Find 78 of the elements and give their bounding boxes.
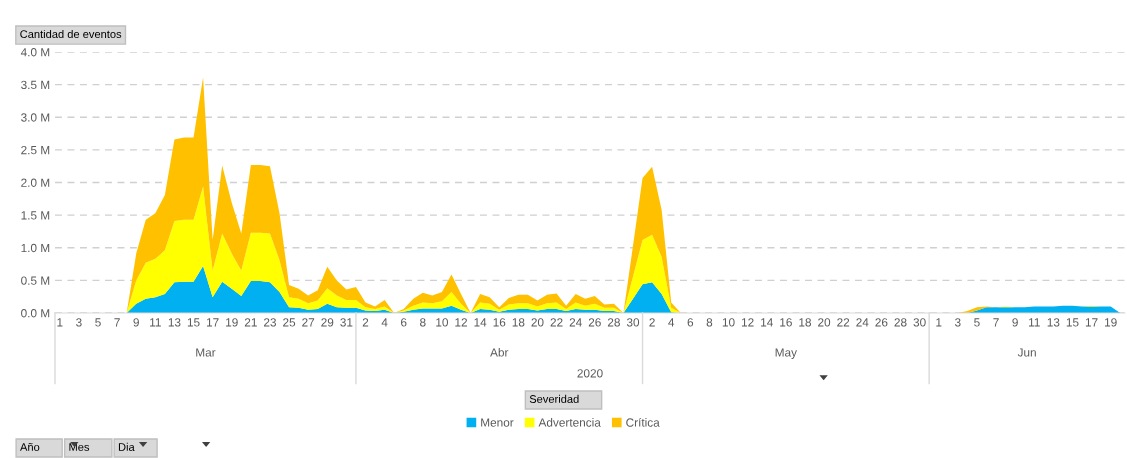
x-tick-label: 5 <box>95 318 101 327</box>
x-tick-label: 18 <box>512 318 525 327</box>
x-tick-label: 19 <box>226 318 238 327</box>
x-tick-label: 25 <box>283 318 296 327</box>
x-tick-label: 15 <box>1066 318 1079 327</box>
x-tick-label: 23 <box>263 318 276 327</box>
text: Año <box>20 442 40 451</box>
x-tick-label: 15 <box>187 318 200 327</box>
y-tick-label: 2.5 M <box>21 145 50 155</box>
x-tick-label: 19 <box>1105 318 1117 327</box>
x-tick-label: 18 <box>799 318 812 327</box>
x-tick-label: 2 <box>649 318 655 327</box>
legend-label: Menor <box>481 418 514 427</box>
x-tick-label: 7 <box>114 318 120 327</box>
x-tick-label: 9 <box>133 318 139 327</box>
y-tick-label: 1.5 M <box>21 211 50 220</box>
x-tick-label: 24 <box>856 318 869 327</box>
x-tick-label: 22 <box>550 318 563 327</box>
x-tick-label: 9 <box>1012 318 1018 327</box>
text: Mes <box>69 443 90 451</box>
y-tick-label: 4.0 M <box>20 48 50 57</box>
x-tick-label: 24 <box>569 318 582 327</box>
x-tick-label: 11 <box>150 318 161 327</box>
x-tick-label: 11 <box>1029 318 1040 327</box>
x-tick-label: 14 <box>474 318 487 327</box>
x-tick-label: 1 <box>936 318 942 327</box>
x-tick-label: 21 <box>244 318 257 327</box>
text: 2020 <box>577 369 603 378</box>
text: Mar <box>196 348 216 357</box>
text: Abr <box>490 347 509 357</box>
x-tick-label: 12 <box>455 318 467 327</box>
x-tick-label: 20 <box>818 318 831 327</box>
x-tick-label: 26 <box>875 318 888 327</box>
y-tick-label: 1.0 M <box>21 243 50 253</box>
x-tick-label: 22 <box>837 318 850 327</box>
y-axis-title: Cantidad de eventos <box>20 29 122 39</box>
x-tick-label: 26 <box>588 318 601 327</box>
x-tick-label: 17 <box>206 318 219 327</box>
x-tick-label: 16 <box>493 318 506 327</box>
x-tick-label: 4 <box>381 318 388 327</box>
x-tick-label: 10 <box>722 318 735 327</box>
x-tick-label: 3 <box>76 318 82 327</box>
x-tick-label: 1 <box>57 318 63 327</box>
x-tick-label: 4 <box>668 318 675 327</box>
legend-label: Advertencia <box>538 418 601 427</box>
x-tick-label: 12 <box>741 318 754 327</box>
x-tick-label: 6 <box>401 318 407 327</box>
x-tick-label: 20 <box>531 318 544 327</box>
x-tick-label: 31 <box>340 318 353 327</box>
legend-title: Severidad <box>529 394 579 403</box>
x-tick-label: 30 <box>626 318 640 327</box>
y-tick-label: 3.0 M <box>21 113 50 122</box>
text: Dia <box>118 442 135 451</box>
x-tick-label: 13 <box>1047 318 1060 327</box>
x-tick-label: 6 <box>687 318 694 327</box>
x-tick-label: 28 <box>894 318 907 327</box>
text: May <box>775 348 797 359</box>
x-tick-label: 5 <box>974 318 980 327</box>
x-tick-label: 3 <box>954 318 961 327</box>
x-tick-label: 13 <box>168 318 181 327</box>
text: Jun <box>1017 348 1036 357</box>
x-tick-label: 29 <box>321 318 334 327</box>
x-tick-label: 30 <box>913 318 926 327</box>
x-tick-label: 27 <box>302 318 315 327</box>
x-tick-label: 14 <box>761 318 773 327</box>
x-tick-label: 2 <box>362 318 369 327</box>
x-tick-label: 17 <box>1085 318 1098 327</box>
y-tick-label: 3.5 M <box>21 80 50 90</box>
x-tick-label: 16 <box>780 318 792 327</box>
y-tick-label: 0.0 M <box>21 309 50 318</box>
y-tick-label: 0.5 M <box>21 276 50 285</box>
x-tick-label: 8 <box>706 318 713 327</box>
legend-label: Crítica <box>626 417 660 427</box>
x-tick-label: 10 <box>436 318 449 327</box>
x-tick-label: 7 <box>993 318 999 327</box>
x-tick-label: 8 <box>420 318 426 327</box>
x-tick-label: 28 <box>607 318 620 327</box>
y-tick-label: 2.0 M <box>21 178 50 187</box>
